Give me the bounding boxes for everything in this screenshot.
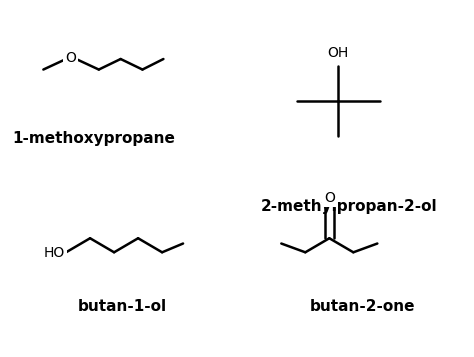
- Text: butan-1-ol: butan-1-ol: [77, 299, 166, 314]
- Text: butan-2-one: butan-2-one: [310, 299, 415, 314]
- Text: 2-methylpropan-2-ol: 2-methylpropan-2-ol: [261, 199, 438, 214]
- Text: OH: OH: [328, 46, 349, 60]
- Text: 1-methoxypropane: 1-methoxypropane: [12, 131, 175, 146]
- Text: O: O: [65, 51, 76, 65]
- Text: O: O: [324, 191, 335, 205]
- Text: HO: HO: [44, 246, 65, 260]
